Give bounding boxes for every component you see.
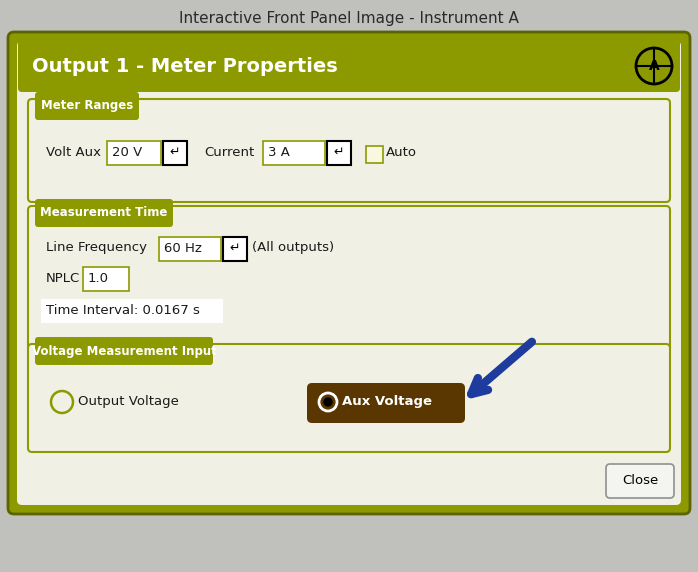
- FancyBboxPatch shape: [606, 464, 674, 498]
- Text: Measurement Time: Measurement Time: [40, 206, 168, 220]
- Text: ↵: ↵: [170, 145, 180, 158]
- Text: Line Frequency: Line Frequency: [46, 241, 147, 255]
- Circle shape: [324, 398, 332, 406]
- FancyBboxPatch shape: [35, 92, 139, 120]
- Text: Output 1 - Meter Properties: Output 1 - Meter Properties: [32, 57, 338, 76]
- FancyBboxPatch shape: [366, 146, 383, 163]
- FancyBboxPatch shape: [307, 383, 465, 423]
- FancyBboxPatch shape: [28, 206, 670, 352]
- FancyBboxPatch shape: [327, 141, 351, 165]
- FancyBboxPatch shape: [41, 299, 223, 323]
- Text: Meter Ranges: Meter Ranges: [41, 100, 133, 113]
- Text: NPLC: NPLC: [46, 272, 80, 284]
- FancyBboxPatch shape: [18, 34, 680, 92]
- Text: Auto: Auto: [386, 145, 417, 158]
- Text: Output Voltage: Output Voltage: [78, 395, 179, 408]
- FancyBboxPatch shape: [223, 237, 247, 261]
- Circle shape: [636, 48, 672, 84]
- Text: Voltage Measurement Input: Voltage Measurement Input: [31, 344, 216, 358]
- FancyBboxPatch shape: [28, 99, 670, 202]
- Text: Interactive Front Panel Image - Instrument A: Interactive Front Panel Image - Instrume…: [179, 10, 519, 26]
- Text: A: A: [648, 59, 660, 73]
- Text: ↵: ↵: [230, 241, 240, 255]
- FancyBboxPatch shape: [263, 141, 325, 165]
- Text: 60 Hz: 60 Hz: [164, 241, 202, 255]
- FancyBboxPatch shape: [35, 337, 213, 365]
- Text: Current: Current: [204, 145, 254, 158]
- Text: 20 V: 20 V: [112, 145, 142, 158]
- Text: 1.0: 1.0: [88, 272, 109, 284]
- FancyBboxPatch shape: [163, 141, 187, 165]
- FancyBboxPatch shape: [8, 32, 690, 514]
- FancyBboxPatch shape: [107, 141, 161, 165]
- FancyBboxPatch shape: [22, 68, 676, 88]
- FancyBboxPatch shape: [159, 237, 221, 261]
- Circle shape: [51, 391, 73, 413]
- Text: 3 A: 3 A: [268, 145, 290, 158]
- FancyBboxPatch shape: [83, 267, 129, 291]
- Text: Volt Aux: Volt Aux: [46, 145, 101, 158]
- Text: (All outputs): (All outputs): [252, 241, 334, 255]
- FancyBboxPatch shape: [35, 199, 173, 227]
- Text: ↵: ↵: [334, 145, 344, 158]
- Text: Close: Close: [622, 475, 658, 487]
- FancyBboxPatch shape: [28, 344, 670, 452]
- FancyBboxPatch shape: [17, 41, 681, 505]
- Text: Time Interval: 0.0167 s: Time Interval: 0.0167 s: [46, 304, 200, 316]
- Text: Aux Voltage: Aux Voltage: [342, 395, 432, 408]
